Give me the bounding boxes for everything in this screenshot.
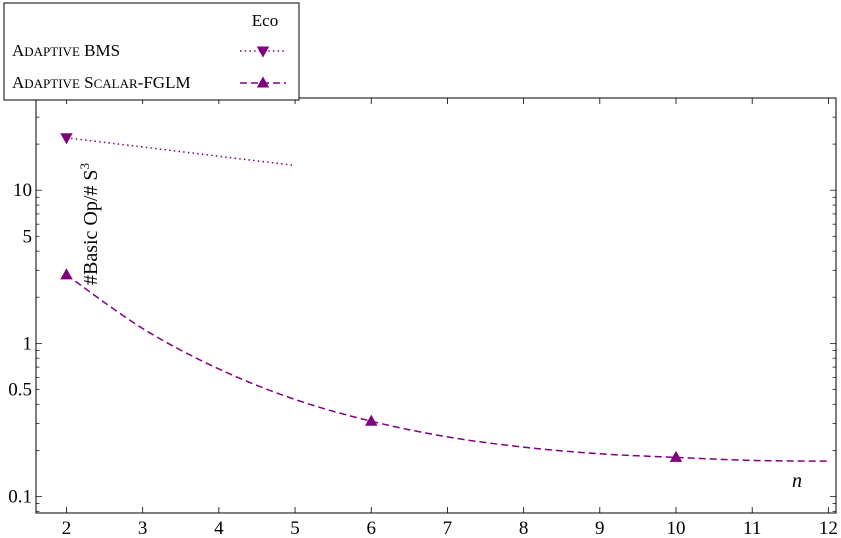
data-point [60,268,73,280]
legend-marker [256,46,270,58]
x-tick-label: 6 [366,518,376,538]
legend-entry: ADAPTIVE SCALAR-FGLM [12,73,286,92]
x-tick-label: 3 [138,518,148,538]
plot-area-frame [35,97,837,514]
y-tick-label: 1 [23,333,33,354]
x-tick-label: 9 [595,518,605,538]
x-tick-labels: 2 3 4 5 6 7 8 9 10 11 12 [62,518,838,538]
legend-marker [256,76,270,88]
data-point [365,414,378,426]
y-axis-label: #Basic Op/# S3 [77,163,102,285]
series-layer [60,133,829,462]
legend-entry: ADAPTIVE BMS [12,41,286,60]
y-tick-label: 5 [23,226,33,247]
tick-marks [36,97,836,513]
x-tick-label: 4 [214,518,224,538]
legend: Eco ADAPTIVE BMS ADAPTIVE SCALAR-FGLM [3,2,300,101]
x-tick-label: 7 [443,518,453,538]
data-point [60,133,73,145]
x-tick-label: 8 [519,518,529,538]
x-tick-label: 10 [667,518,686,538]
y-tick-label: 0.1 [8,486,32,507]
x-tick-label: 12 [819,518,838,538]
y-tick-labels: 0.1 0.5 1 5 10 [8,180,32,507]
legend-label: ADAPTIVE SCALAR-FGLM [12,73,191,92]
x-tick-label: 5 [290,518,300,538]
y-tick-label: 10 [13,180,32,201]
y-tick-label: 0.5 [8,379,32,400]
x-tick-label: 11 [743,518,761,538]
x-tick-label: 2 [62,518,72,538]
series-2 [60,268,829,462]
chart-title: Eco [252,11,278,30]
data-point [669,450,683,462]
legend-label: ADAPTIVE BMS [12,41,120,60]
series-line [66,274,829,462]
y-axis-label-superscript: 3 [77,163,92,170]
legend-entries: ADAPTIVE BMS ADAPTIVE SCALAR-FGLM [12,41,286,92]
series-1 [60,133,296,167]
x-axis-label: n [792,470,802,492]
series-line [66,137,296,167]
